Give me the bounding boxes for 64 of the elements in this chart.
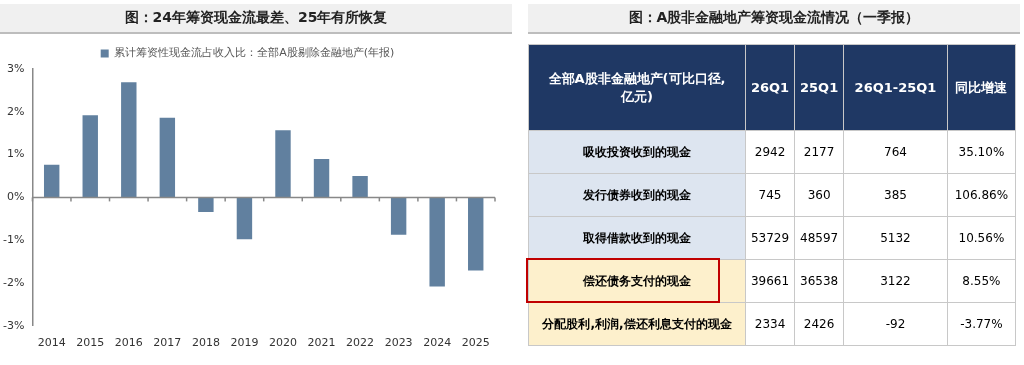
x-tick-label: 2018 (191, 336, 220, 350)
y-tick-label: 1% (6, 147, 25, 161)
text: 764 (884, 145, 907, 159)
x-tick-label: 2015 (76, 336, 105, 350)
text: 3122 (880, 274, 911, 288)
x-tick-label: 2024 (423, 336, 452, 350)
text: 8.55% (962, 274, 1001, 288)
text: 2334 (754, 317, 786, 331)
text: 2177 (803, 145, 835, 159)
bar (390, 197, 407, 235)
y-tick-label: -3% (3, 318, 25, 332)
y-tick-label: 2% (6, 104, 25, 118)
category-label: 25Q1 (794, 44, 844, 131)
text: 图：A股非金融地产筹资现金流情况（一季报） (528, 4, 1020, 34)
text: 106.86% (954, 188, 1009, 202)
category-label: 同比增速 (947, 44, 1016, 131)
x-tick-label: 2022 (346, 336, 375, 350)
text: 36538 (800, 274, 839, 288)
bar (429, 197, 445, 287)
category-label: 吸收投资收到的现金 (583, 144, 691, 159)
text: 2426 (803, 317, 835, 331)
bar (352, 176, 368, 198)
x-tick-label: 2023 (384, 336, 413, 350)
bar (159, 117, 176, 198)
bar (43, 164, 60, 198)
category-label: 26Q1-25Q1 (843, 44, 948, 131)
legend-label: 累计筹资性现金流占收入比：全部A股剔除金融地产(年报) (114, 46, 395, 60)
y-tick-label: -1% (3, 233, 25, 247)
text: 39661 (750, 274, 790, 288)
text: 5132 (880, 231, 911, 245)
category-label: 26Q1 (745, 44, 795, 131)
category-label: 取得借款收到的现金 (583, 230, 691, 245)
bar (236, 197, 253, 240)
text: 35.10% (958, 145, 1005, 159)
text: -3.77% (960, 317, 1003, 331)
bar (121, 82, 137, 198)
bar (82, 115, 98, 198)
x-tick-label: 2019 (230, 336, 259, 350)
x-tick-label: 2025 (461, 336, 490, 350)
text: 360 (807, 188, 831, 202)
bar (313, 158, 330, 198)
y-tick-label: 3% (6, 61, 25, 75)
category-label: 发行债券收到的现金 (583, 187, 691, 202)
text: -92 (885, 317, 906, 331)
x-tick-label: 2021 (307, 336, 336, 350)
chart-title: 图：24年筹资现金流最差、25年有所恢复 (0, 4, 512, 34)
text: 10.56% (958, 231, 1005, 245)
bar (468, 197, 484, 271)
x-tick-label: 2020 (268, 336, 297, 350)
y-tick-label: 0% (6, 190, 25, 204)
category-label: 分配股利,利润,偿还利息支付的现金 (542, 316, 732, 331)
x-tick-label: 2014 (37, 336, 66, 350)
bar (275, 130, 291, 198)
x-tick-label: 2016 (114, 336, 143, 350)
x-tick-label: 2017 (153, 336, 182, 350)
text: 745 (758, 188, 782, 202)
text: 全部A股非金融地产(可比口径,亿元) (528, 44, 746, 131)
bar (198, 197, 214, 212)
text: 385 (884, 188, 907, 202)
category-label: 偿还债务支付的现金 (583, 273, 691, 288)
text: 2942 (754, 145, 786, 159)
y-tick-label: -2% (3, 275, 25, 289)
text: 48597 (800, 231, 839, 245)
text: 53729 (750, 231, 790, 245)
